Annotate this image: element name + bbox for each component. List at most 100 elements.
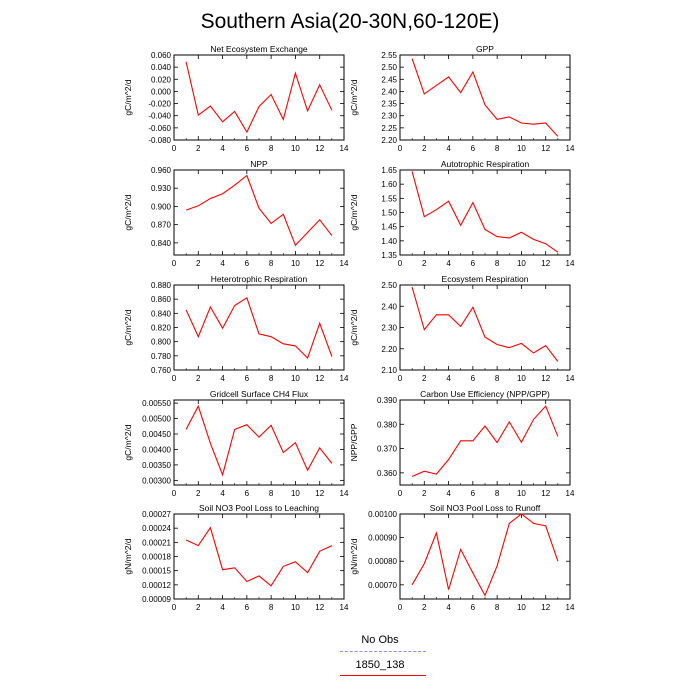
- y-tick-label: -0.040: [148, 112, 171, 121]
- plot-frame: [399, 54, 571, 141]
- x-tick-label: 2: [422, 374, 427, 383]
- x-tick-label: 6: [245, 144, 250, 153]
- y-tick-label: 0.370: [377, 445, 398, 454]
- y-tick-label: 0.880: [151, 281, 172, 290]
- y-tick-label: 1.65: [381, 166, 397, 175]
- y-tick-label: -0.020: [148, 100, 171, 109]
- legend-line-no-obs: [340, 651, 426, 652]
- y-tick-label: 0.040: [151, 63, 172, 72]
- series-line-1850-138: [185, 174, 333, 247]
- x-tick-label: 12: [315, 603, 324, 612]
- x-tick-label: 12: [541, 603, 550, 612]
- y-tick-label: 2.20: [381, 136, 397, 145]
- y-axis-label: gC/m^2/d: [123, 424, 133, 460]
- series-line-1850-138: [411, 513, 559, 597]
- x-tick-label: 0: [172, 603, 177, 612]
- x-tick-label: 14: [340, 259, 349, 268]
- x-tick-label: 10: [517, 259, 526, 268]
- y-tick-label: 0.820: [151, 324, 172, 333]
- x-tick-label: 10: [517, 489, 526, 498]
- y-tick-label: 2.25: [381, 124, 397, 133]
- x-tick-label: 14: [566, 144, 575, 153]
- x-tick-label: 12: [541, 144, 550, 153]
- panel-title: Heterotrophic Respiration: [211, 274, 308, 284]
- x-tick-label: 14: [340, 144, 349, 153]
- panel-heterotrophic-respiration: Heterotrophic Respiration gC/m^2/d 0 2 4 6 8 10…: [123, 274, 349, 383]
- y-tick-label: 0.00070: [368, 581, 397, 590]
- y-tick-label: 2.10: [381, 366, 397, 375]
- y-axis-label: gC/m^2/d: [349, 309, 359, 345]
- x-tick-label: 6: [471, 374, 476, 383]
- y-axis-label: gN/m^2/d: [123, 538, 133, 574]
- x-tick-label: 0: [172, 374, 177, 383]
- panel-title: Gridcell Surface CH4 Flux: [210, 389, 309, 399]
- legend-line-1850-138: [340, 675, 426, 676]
- panel-gridcell-surface-ch4-flux: Gridcell Surface CH4 Flux gC/m^2/d 0 2 4 6 8 10…: [123, 389, 349, 498]
- panel-title: Net Ecosystem Exchange: [210, 44, 308, 54]
- x-tick-label: 12: [315, 489, 324, 498]
- x-tick-label: 6: [245, 489, 250, 498]
- x-tick-label: 8: [495, 374, 500, 383]
- y-tick-label: 0.00009: [142, 595, 171, 604]
- legend: No Obs 1850_138: [300, 634, 460, 684]
- y-axis-label: gC/m^2/d: [123, 79, 133, 115]
- x-tick-label: 14: [340, 374, 349, 383]
- x-tick-label: 4: [220, 259, 225, 268]
- y-tick-label: 0.900: [151, 202, 172, 211]
- x-tick-label: 10: [291, 144, 300, 153]
- panel-npp: NPP gC/m^2/d 0 2 4 6 8 10 12 14 0.840 0.870 0.900 0.9…: [123, 159, 349, 268]
- y-tick-label: 1.45: [381, 223, 397, 232]
- y-tick-label: 0.00450: [142, 430, 171, 439]
- legend-label-1850-138: 1850_138: [355, 659, 405, 671]
- x-tick-label: 8: [495, 259, 500, 268]
- x-tick-label: 14: [566, 603, 575, 612]
- y-tick-label: 2.40: [381, 302, 397, 311]
- x-tick-label: 2: [422, 489, 427, 498]
- y-tick-label: 2.30: [381, 324, 397, 333]
- series-line-1850-138: [185, 526, 333, 587]
- legend-label-no-obs: No Obs: [361, 634, 399, 646]
- plot-frame: [173, 54, 345, 141]
- x-tick-label: 12: [315, 144, 324, 153]
- panel-title: GPP: [476, 44, 494, 54]
- panel-autotrophic-respiration: Autotrophic Respiration gC/m^2/d 0 2 4 6 8 10 12…: [349, 159, 575, 268]
- x-tick-label: 4: [220, 489, 225, 498]
- y-tick-label: 0.840: [151, 309, 172, 318]
- panel-soil-no3-pool-loss-to-leaching: Soil NO3 Pool Loss to Leaching gN/m^2/d 0 2…: [123, 503, 349, 612]
- y-tick-label: 2.40: [381, 87, 397, 96]
- panel-net-ecosystem-exchange: Net Ecosystem Exchange gC/m^2/d 0 2 4 6 8 10 12 1…: [123, 44, 349, 153]
- panel-soil-no3-pool-loss-to-runoff: Soil NO3 Pool Loss to Runoff gN/m^2/d 0 2 4 6…: [349, 503, 575, 612]
- panel-carbon-use-efficiency-npp-gpp: Carbon Use Efficiency (NPP/GPP) NPP/GPP 0 2…: [349, 389, 575, 498]
- x-tick-label: 8: [269, 144, 274, 153]
- x-tick-label: 8: [269, 259, 274, 268]
- series-line-1850-138: [411, 171, 559, 253]
- x-tick-label: 10: [517, 144, 526, 153]
- y-tick-label: 0.390: [377, 396, 398, 405]
- x-tick-label: 14: [340, 489, 349, 498]
- panel-title: Ecosystem Respiration: [442, 274, 529, 284]
- x-tick-label: 2: [422, 144, 427, 153]
- y-axis-label: gN/m^2/d: [349, 538, 359, 574]
- y-tick-label: 2.55: [381, 51, 397, 60]
- series-line-1850-138: [411, 286, 559, 362]
- y-tick-label: 0.00021: [142, 538, 171, 547]
- panel-title: NPP: [250, 159, 268, 169]
- x-tick-label: 10: [517, 374, 526, 383]
- x-tick-label: 14: [566, 259, 575, 268]
- x-tick-label: 0: [172, 144, 177, 153]
- x-tick-label: 8: [269, 374, 274, 383]
- y-tick-label: 0.840: [151, 239, 172, 248]
- y-tick-label: 1.35: [381, 251, 397, 260]
- y-tick-label: 0.870: [151, 221, 172, 230]
- plot-frame: [399, 169, 571, 256]
- x-tick-label: 8: [269, 489, 274, 498]
- y-tick-label: 0.760: [151, 366, 172, 375]
- y-tick-label: 2.50: [381, 63, 397, 72]
- plot-frame: [399, 513, 571, 600]
- panel-ecosystem-respiration: Ecosystem Respiration gC/m^2/d 0 2 4 6 8 10 12 14…: [349, 274, 575, 383]
- y-tick-label: 1.55: [381, 194, 397, 203]
- x-tick-label: 6: [471, 259, 476, 268]
- plot-frame: [173, 399, 345, 486]
- y-tick-label: 0.00018: [142, 553, 171, 562]
